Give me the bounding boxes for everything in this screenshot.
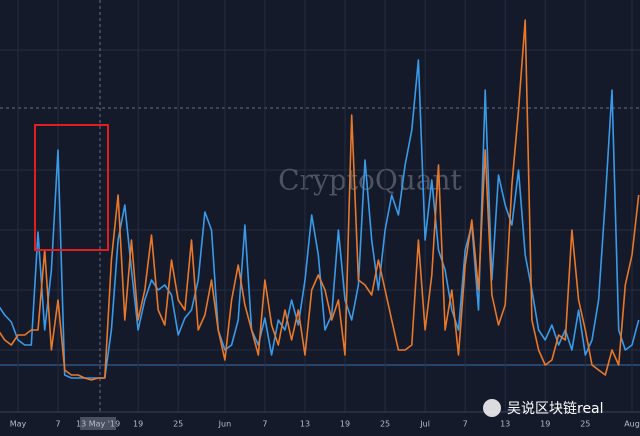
x-tick-label: 7 <box>55 420 60 429</box>
x-tick-label: 19 <box>340 420 350 429</box>
x-tick-label: May <box>10 420 27 429</box>
watermark: 吴说区块链real <box>507 401 604 417</box>
x-tick-label: 19 <box>540 420 550 429</box>
x-tick-label: 25 <box>380 420 390 429</box>
x-tick-label: 25 <box>173 420 183 429</box>
x-tick-label: 13 <box>300 420 310 429</box>
crosshair-label-bg <box>80 417 117 430</box>
x-tick-label: 13 May '19 <box>76 420 120 429</box>
x-tick-label: Jul <box>419 420 430 429</box>
x-axis-labels: May 7 13 May '19 19 25 Jun 7 13 19 25 Jul 7 13 19 25 Au… <box>10 417 640 430</box>
highlight-box <box>34 124 109 251</box>
x-tick-label: 19 <box>133 420 143 429</box>
x-tick-label: 25 <box>580 420 590 429</box>
x-tick-label: 7 <box>463 420 468 429</box>
series-line <box>0 19 640 381</box>
x-tick-label: 7 <box>262 420 267 429</box>
x-tick-label: Jun <box>218 420 232 429</box>
x-tick-label: Aug <box>624 420 640 429</box>
plot <box>0 0 640 412</box>
x-tick-label: 13 <box>500 420 510 429</box>
watermark: CryptoQuant <box>278 164 462 197</box>
wechat-icon <box>483 399 501 417</box>
